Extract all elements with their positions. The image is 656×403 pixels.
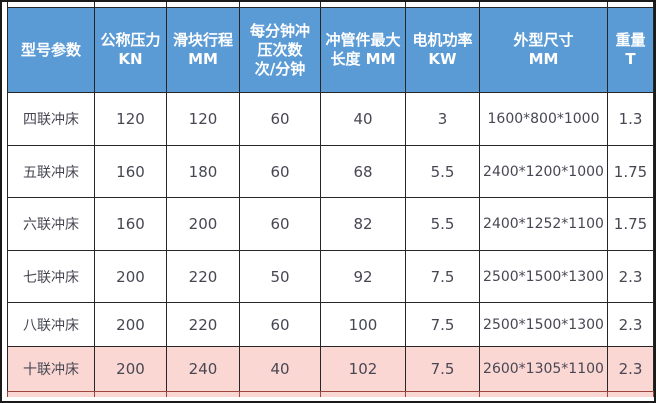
cell-value: 200 [94, 302, 167, 347]
cell-value: 180 [166, 145, 240, 198]
column-header-line: KN [118, 50, 143, 68]
cell-value: 92 [320, 250, 406, 303]
column-header-8: 重量 T [607, 7, 654, 93]
cell-value: 200 [94, 250, 167, 303]
cell-model: 四联冲床 [7, 92, 95, 146]
bottom-strip-cell [607, 391, 654, 397]
column-header-line: 每分钟冲 [249, 21, 310, 40]
cell-value: 102 [320, 346, 406, 392]
column-header-line: MM [188, 50, 218, 68]
cell-value: 2600*1305*1100 [479, 346, 608, 392]
cell-value: 2.3 [607, 250, 654, 303]
cell-value: 7.5 [405, 346, 480, 392]
cell-value: 7.5 [405, 250, 480, 303]
bottom-strip-row [7, 391, 654, 397]
cell-value: 82 [320, 197, 406, 251]
cell-value: 60 [239, 302, 321, 347]
cell-value: 60 [239, 145, 321, 198]
cell-value: 2.3 [607, 346, 654, 392]
cell-value: 2500*1500*1300 [479, 250, 608, 303]
cell-value: 68 [320, 145, 406, 198]
bottom-strip-cell [166, 391, 240, 397]
cell-value: 200 [94, 346, 167, 392]
cell-value: 160 [94, 145, 167, 198]
bottom-strip-cell [7, 391, 95, 397]
column-header-3: 滑块行程 MM [166, 7, 240, 93]
column-header-5: 冲管件最大 长度 MM [320, 7, 406, 93]
cell-value: 220 [166, 250, 240, 303]
cell-value: 40 [320, 92, 406, 146]
cell-value: 5.5 [405, 197, 480, 251]
cell-value: 7.5 [405, 302, 480, 347]
cell-value: 60 [239, 197, 321, 251]
cell-value: 240 [166, 346, 240, 392]
bottom-strip-cell [405, 391, 480, 397]
column-header-line: T [625, 50, 636, 68]
column-header-2: 公称压力 KN [94, 7, 167, 93]
cell-value: 1.3 [607, 92, 654, 146]
cell-value: 5.5 [405, 145, 480, 198]
column-header-line: MM [528, 50, 559, 68]
cell-value: 2.3 [607, 302, 654, 347]
column-header-line: 次/分钟 [254, 59, 306, 78]
column-header-line: 压次数 [257, 40, 303, 59]
table-row-五联冲床: 五联冲床 160 180 60 68 5.5 2400*1200*1000 1.75 [7, 145, 654, 198]
cell-model: 八联冲床 [7, 302, 95, 347]
bottom-strip-cell [320, 391, 406, 397]
table-row-七联冲床: 七联冲床 200 220 50 92 7.5 2500*1500*1300 2.3 [7, 250, 654, 303]
cell-value: 120 [94, 92, 167, 146]
column-header-4: 每分钟冲 压次数 次/分钟 [239, 7, 321, 93]
table-row-十联冲床: 十联冲床 200 240 40 102 7.5 2600*1305*1100 2.3 [7, 346, 654, 392]
cell-value: 100 [320, 302, 406, 347]
column-header-line: 电机功率 [412, 31, 473, 49]
column-header-line: 长度 MM [330, 50, 396, 68]
cell-model: 七联冲床 [7, 250, 95, 303]
bottom-strip-cell [94, 391, 167, 397]
column-header-line: KW [428, 50, 457, 68]
column-header-line: 重量 [615, 31, 646, 49]
cell-value: 120 [166, 92, 240, 146]
column-header-7: 外型尺寸 MM [479, 7, 608, 93]
punch-press-spec-table: 型号参数 公称压力 KN 滑块行程 MM 每分钟冲 压次数 次/分钟 冲管件最大 长度 MM 电机功… [7, 2, 654, 397]
cell-model: 五联冲床 [7, 145, 95, 198]
cell-value: 200 [166, 197, 240, 251]
column-header-line: 公称压力 [100, 31, 161, 49]
bottom-strip-cell [479, 391, 608, 397]
cell-value: 50 [239, 250, 321, 303]
cell-model: 六联冲床 [7, 197, 95, 251]
column-header-6: 电机功率 KW [405, 7, 480, 93]
column-header-line: 外型尺寸 [513, 31, 574, 49]
bottom-strip-cell [239, 391, 321, 397]
cell-value: 2400*1200*1000 [479, 145, 608, 198]
cell-value: 60 [239, 92, 321, 146]
table-row-四联冲床: 四联冲床 120 120 60 40 3 1600*800*1000 1.3 [7, 92, 654, 146]
table-row-八联冲床: 八联冲床 200 220 60 100 7.5 2500*1500*1300 2.3 [7, 302, 654, 347]
cell-value: 220 [166, 302, 240, 347]
cell-value: 1600*800*1000 [479, 92, 608, 146]
cell-value: 1.75 [607, 197, 654, 251]
column-header-line: 型号参数 [20, 40, 81, 59]
cell-value: 40 [239, 346, 321, 392]
cell-model: 十联冲床 [7, 346, 95, 392]
column-header-1: 型号参数 [7, 7, 95, 93]
column-header-line: 冲管件最大 [325, 31, 401, 49]
table-row-六联冲床: 六联冲床 160 200 60 82 5.5 2400*1252*1100 1.75 [7, 197, 654, 251]
table-body: 四联冲床 120 120 60 40 3 1600*800*1000 1.3 五联冲床 160 18… [7, 92, 654, 397]
cell-value: 2500*1500*1300 [479, 302, 608, 347]
cell-value: 3 [405, 92, 480, 146]
table-header-row: 型号参数 公称压力 KN 滑块行程 MM 每分钟冲 压次数 次/分钟 冲管件最大 长度 MM 电机功… [7, 7, 654, 93]
table-head: 型号参数 公称压力 KN 滑块行程 MM 每分钟冲 压次数 次/分钟 冲管件最大 长度 MM 电机功… [7, 2, 654, 93]
cell-value: 1.75 [607, 145, 654, 198]
column-header-line: 滑块行程 [172, 31, 233, 49]
cell-value: 160 [94, 197, 167, 251]
cell-value: 2400*1252*1100 [479, 197, 608, 251]
